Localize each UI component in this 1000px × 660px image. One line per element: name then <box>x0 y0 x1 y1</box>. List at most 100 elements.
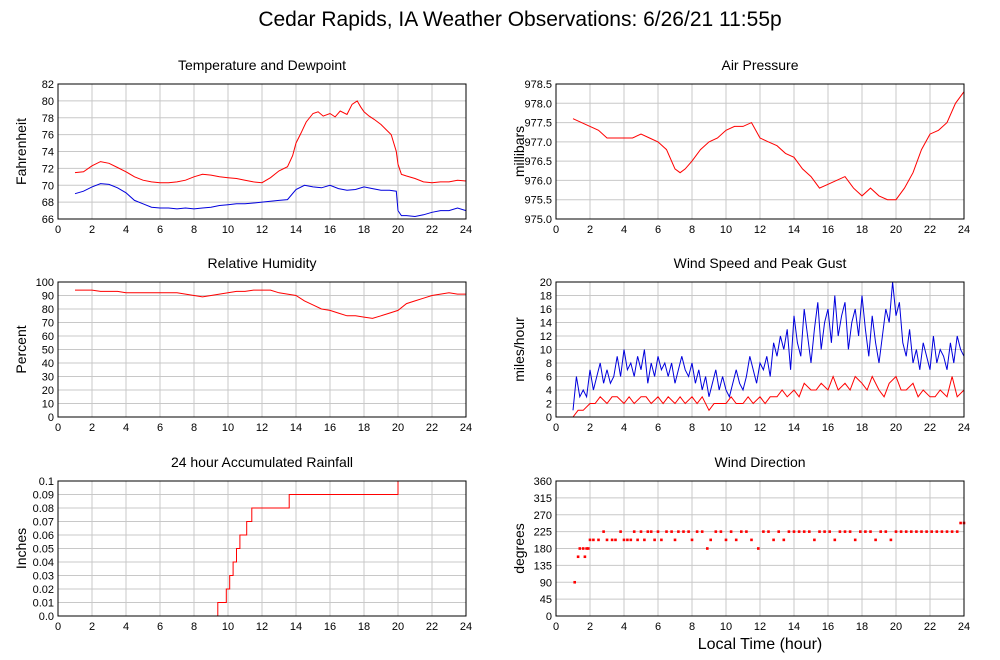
panel-title: Air Pressure <box>721 57 798 73</box>
page-title: Cedar Rapids, IA Weather Observations: 6… <box>258 8 782 31</box>
data-point <box>818 530 821 533</box>
x-tick-label: 16 <box>324 621 336 633</box>
x-tick-label: 4 <box>621 422 627 434</box>
y-tick-label: 0.0 <box>39 611 54 623</box>
x-tick-label: 4 <box>123 621 129 633</box>
y-tick-label: 0.04 <box>33 557 54 569</box>
data-point <box>614 538 617 542</box>
data-point <box>889 538 893 542</box>
x-tick-label: 8 <box>689 422 695 434</box>
data-point <box>859 530 862 533</box>
y-axis-label: Fahrenheit <box>13 118 29 185</box>
data-point <box>622 538 626 542</box>
data-point <box>904 530 908 533</box>
panel-title: Wind Speed and Peak Gust <box>674 255 847 271</box>
data-point <box>643 538 646 542</box>
x-tick-label: 2 <box>587 224 593 236</box>
x-tick-label: 20 <box>890 422 902 434</box>
x-tick-label: 6 <box>655 422 661 434</box>
x-tick-label: 14 <box>290 621 302 633</box>
y-axis-label: Inches <box>13 528 29 569</box>
y-tick-label: 976.0 <box>524 175 552 187</box>
data-point <box>626 538 629 542</box>
data-point <box>660 538 663 542</box>
data-point <box>670 530 673 533</box>
data-point <box>838 530 842 533</box>
plot-frame <box>57 83 467 220</box>
data-point <box>802 530 806 533</box>
y-tick-label: 975.5 <box>524 195 552 207</box>
data-point <box>602 530 605 533</box>
x-tick-label: 20 <box>392 422 404 434</box>
data-point <box>792 530 796 533</box>
x-tick-label: 6 <box>157 422 163 434</box>
x-tick-label: 22 <box>924 422 936 434</box>
x-tick-label: 2 <box>587 422 593 434</box>
data-point <box>646 530 650 533</box>
panel-title: 24 hour Accumulated Rainfall <box>171 454 353 470</box>
y-tick-label: 82 <box>42 79 54 91</box>
data-point <box>920 530 923 533</box>
x-tick-label: 20 <box>392 621 404 633</box>
data-point <box>869 530 872 533</box>
series-line-0 <box>75 480 466 617</box>
chart-panel-2: 0 2 4 6 8 10 12 14 16 18 20 22 240102030405060708090… <box>13 255 472 434</box>
data-point <box>605 538 609 542</box>
x-tick-label: 8 <box>191 422 197 434</box>
y-tick-label: 0 <box>48 412 54 424</box>
y-tick-label: 80 <box>42 96 54 108</box>
x-tick-label: 4 <box>621 621 627 633</box>
y-tick-label: 74 <box>42 147 54 159</box>
x-tick-label: 24 <box>460 621 472 633</box>
x-tick-label: 18 <box>856 422 868 434</box>
data-point <box>719 530 723 533</box>
y-tick-label: 90 <box>42 291 54 303</box>
y-tick-label: 0 <box>546 412 552 424</box>
data-point <box>740 530 743 533</box>
x-tick-label: 14 <box>788 621 800 633</box>
data-point <box>767 530 770 533</box>
y-tick-label: 12 <box>540 331 552 343</box>
x-tick-label: 20 <box>392 224 404 236</box>
y-tick-label: 977.0 <box>524 137 552 149</box>
data-point <box>576 555 580 559</box>
data-point <box>610 538 614 542</box>
x-tick-label: 18 <box>856 621 868 633</box>
chart-panel-1: 0 2 4 6 8 10 12 14 16 18 20 22 24975.0975.5976.0976.… <box>511 57 970 236</box>
series-line-0 <box>572 281 965 411</box>
y-tick-label: 135 <box>534 560 552 572</box>
y-tick-label: 978.5 <box>524 79 552 91</box>
data-point <box>959 521 962 525</box>
y-axis-label: degrees <box>511 523 527 574</box>
data-point <box>782 538 786 542</box>
data-point <box>750 538 753 542</box>
y-tick-label: 975.0 <box>524 214 552 226</box>
data-point <box>695 530 699 533</box>
data-point <box>745 530 748 533</box>
y-axis-label: miles/hour <box>511 317 527 382</box>
y-tick-label: 60 <box>42 331 54 343</box>
y-tick-label: 0.08 <box>33 503 54 515</box>
data-point <box>636 538 639 542</box>
x-tick-label: 20 <box>890 224 902 236</box>
data-point <box>619 530 622 533</box>
data-point <box>930 530 933 533</box>
y-tick-label: 40 <box>42 358 54 370</box>
data-point <box>813 538 816 542</box>
data-point <box>581 547 585 550</box>
series-line-0 <box>75 289 466 319</box>
y-tick-label: 0.09 <box>33 490 54 502</box>
chart-panel-5: 0 2 4 6 8 10 12 14 16 18 20 22 240459013518022527031… <box>511 454 970 633</box>
data-point <box>714 530 718 533</box>
data-point <box>709 538 712 542</box>
x-tick-label: 14 <box>290 422 302 434</box>
x-tick-label: 22 <box>426 422 438 434</box>
data-point <box>787 530 791 533</box>
data-point <box>797 530 801 533</box>
x-tick-label: 10 <box>720 224 732 236</box>
x-tick-label: 6 <box>655 621 661 633</box>
series-line-1 <box>74 183 467 218</box>
data-point <box>677 530 680 533</box>
x-tick-label: 12 <box>256 224 268 236</box>
y-tick-label: 0.07 <box>33 517 54 529</box>
